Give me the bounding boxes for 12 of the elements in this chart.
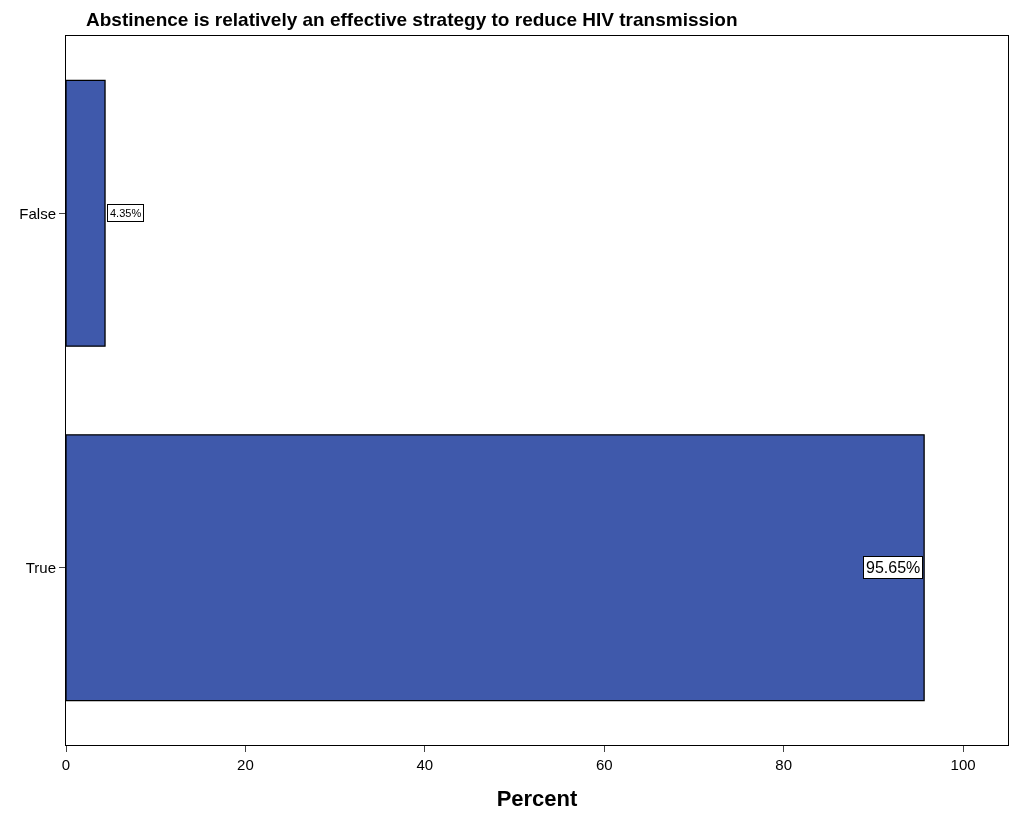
x-axis-title: Percent [496, 785, 579, 811]
x-tick-label: 60 [595, 756, 613, 773]
y-tick-label: True [25, 559, 56, 576]
x-tick-label: 20 [237, 756, 254, 773]
data-label: 4.35% [110, 207, 142, 219]
y-tick-label: False [19, 204, 56, 222]
data-label: 95.65% [866, 559, 921, 576]
chart-title: Abstinence is relatively an effective strategy to reduce HIV transmission [86, 8, 738, 30]
x-tick-label: 100 [950, 756, 976, 773]
x-tick-label: 40 [416, 756, 434, 773]
x-tick-label: 80 [775, 756, 793, 773]
x-tick-label: 0 [61, 756, 71, 773]
